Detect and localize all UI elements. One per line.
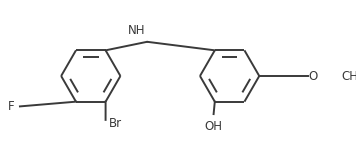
- Text: NH: NH: [127, 24, 145, 37]
- Text: O: O: [309, 69, 318, 83]
- Text: OH: OH: [205, 120, 222, 133]
- Text: F: F: [8, 100, 15, 113]
- Text: Br: Br: [109, 117, 122, 130]
- Text: CH₃: CH₃: [342, 69, 356, 83]
